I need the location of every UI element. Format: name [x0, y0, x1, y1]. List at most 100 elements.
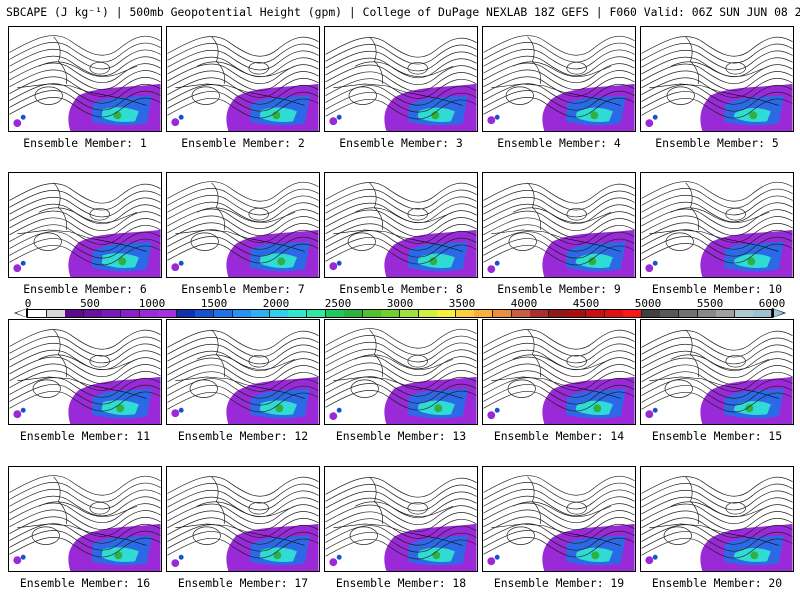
ensemble-map-panel [482, 466, 636, 572]
ensemble-member-label: Ensemble Member: 3 [339, 136, 463, 150]
colorbar-segment [325, 310, 345, 317]
ensemble-map-panel [166, 26, 320, 132]
ensemble-member-label: Ensemble Member: 13 [335, 429, 467, 443]
ensemble-member-label: Ensemble Member: 7 [181, 282, 305, 296]
colorbar-right-arrow [772, 308, 786, 318]
ensemble-map-panel [640, 26, 794, 132]
ensemble-member-label: Ensemble Member: 4 [497, 136, 621, 150]
ensemble-map-panel [324, 466, 478, 572]
colorbar-segment [28, 310, 48, 317]
colorbar-frame [27, 309, 773, 318]
colorbar-segment [530, 310, 550, 317]
ensemble-map [641, 36, 793, 131]
ensemble-map [167, 329, 319, 424]
colorbar-tick-label: 3000 [386, 297, 414, 310]
colorbar-segment [437, 310, 457, 317]
colorbar-tick-label: 6000 [758, 297, 786, 310]
colorbar-segment [344, 310, 364, 317]
ensemble-member-label: Ensemble Member: 18 [335, 576, 467, 590]
colorbar-segment [455, 310, 475, 317]
colorbar-left-arrow [14, 308, 28, 318]
ensemble-map [325, 36, 477, 131]
ensemble-member-label: Ensemble Member: 2 [181, 136, 305, 150]
colorbar-tick-label: 5000 [634, 297, 662, 310]
colorbar-segment [232, 310, 252, 317]
colorbar-tick-label: 2000 [262, 297, 290, 310]
colorbar-segment [586, 310, 606, 317]
colorbar-segment [511, 310, 531, 317]
colorbar-tick-label: 0 [24, 297, 32, 310]
colorbar-segment [697, 310, 717, 317]
ensemble-map [483, 35, 635, 131]
ensemble-map [9, 475, 161, 571]
colorbar-segment [753, 310, 773, 317]
colorbar-segment [158, 310, 178, 317]
ensemble-map [9, 182, 161, 277]
ensemble-map-panel [324, 319, 478, 425]
ensemble-map [483, 475, 635, 571]
colorbar-segment [269, 310, 289, 317]
ensemble-map [9, 35, 161, 131]
ensemble-member-label: Ensemble Member: 15 [651, 429, 783, 443]
colorbar-segment [734, 310, 754, 317]
colorbar-segment [641, 310, 661, 317]
ensemble-map-panel [8, 319, 162, 425]
colorbar-segment [307, 310, 327, 317]
colorbar [28, 310, 773, 317]
colorbar-segment [195, 310, 215, 317]
ensemble-map [325, 476, 477, 571]
ensemble-map [483, 329, 635, 424]
colorbar-segment [214, 310, 234, 317]
ensemble-map-panel [8, 26, 162, 132]
colorbar-segment [121, 310, 141, 317]
ensemble-map-panel [166, 172, 320, 278]
colorbar-segment [102, 310, 122, 317]
ensemble-member-label: Ensemble Member: 8 [339, 282, 463, 296]
ensemble-map-panel [324, 172, 478, 278]
ensemble-map-panel [640, 172, 794, 278]
ensemble-member-label: Ensemble Member: 20 [651, 576, 783, 590]
ensemble-map [483, 182, 635, 277]
colorbar-segment [251, 310, 271, 317]
colorbar-tick-label: 2500 [324, 297, 352, 310]
colorbar-segment [139, 310, 159, 317]
ensemble-member-label: Ensemble Member: 19 [493, 576, 625, 590]
colorbar-segment [679, 310, 699, 317]
ensemble-map [641, 181, 793, 277]
colorbar-segment [381, 310, 401, 317]
ensemble-member-label: Ensemble Member: 14 [493, 429, 625, 443]
colorbar-tick-label: 500 [80, 297, 100, 310]
colorbar-segment [474, 310, 494, 317]
colorbar-segment [716, 310, 736, 317]
ensemble-map-panel [482, 26, 636, 132]
ensemble-map [167, 476, 319, 571]
ensemble-map [325, 328, 477, 424]
ensemble-map [9, 329, 161, 424]
map-title: SBCAPE (J kg⁻¹) | 500mb Geopotential Hei… [6, 5, 800, 19]
ensemble-map-panel [8, 466, 162, 572]
colorbar-segment [623, 310, 643, 317]
colorbar-tick-label: 5500 [696, 297, 724, 310]
ensemble-member-label: Ensemble Member: 17 [177, 576, 309, 590]
colorbar-tick-label: 1000 [138, 297, 166, 310]
ensemble-map [325, 182, 477, 277]
colorbar-segment [400, 310, 420, 317]
ensemble-map [167, 181, 319, 277]
colorbar-segment [660, 310, 680, 317]
colorbar-tick-label: 1500 [200, 297, 228, 310]
ensemble-member-label: Ensemble Member: 10 [651, 282, 783, 296]
colorbar-segment [548, 310, 568, 317]
colorbar-segment [46, 310, 66, 317]
colorbar-tick-label: 3500 [448, 297, 476, 310]
ensemble-map [641, 329, 793, 424]
ensemble-member-label: Ensemble Member: 12 [177, 429, 309, 443]
colorbar-tick-label: 4500 [572, 297, 600, 310]
ensemble-map-panel [166, 466, 320, 572]
ensemble-member-label: Ensemble Member: 11 [19, 429, 151, 443]
ensemble-map [167, 36, 319, 131]
colorbar-segment [604, 310, 624, 317]
colorbar-segment [65, 310, 85, 317]
colorbar-segment [288, 310, 308, 317]
ensemble-map-panel [166, 319, 320, 425]
ensemble-member-label: Ensemble Member: 9 [497, 282, 621, 296]
